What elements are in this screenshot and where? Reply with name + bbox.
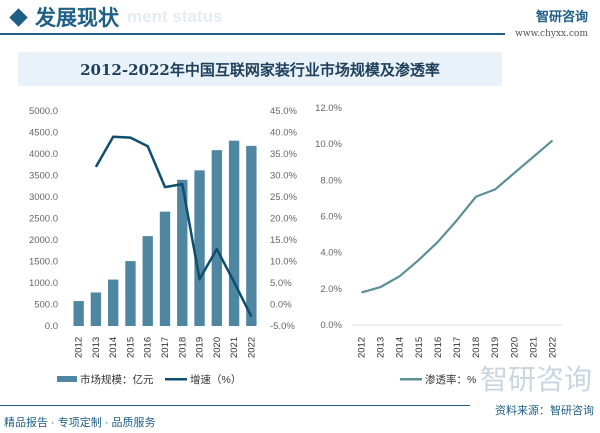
legend-label: 增速（%） xyxy=(190,373,241,386)
source-note: 资料来源：智研咨询 xyxy=(495,405,594,417)
left-axis-tick: 500.0 xyxy=(34,300,58,311)
left-axis-tick: 4000.0 xyxy=(29,149,58,160)
x-tick: 2013 xyxy=(91,337,102,358)
left-axis-tick: 2500.0 xyxy=(29,214,58,225)
legend-swatch-growth xyxy=(165,378,187,381)
right-chart-axis-tick: 4.0% xyxy=(320,248,342,259)
right-axis-tick: 35.0% xyxy=(270,149,297,160)
bar-market-size-2014 xyxy=(108,279,119,326)
x-tick: 2018 xyxy=(177,337,188,358)
bar-market-size-2016 xyxy=(142,236,153,326)
right-chart-axis-tick: 10.0% xyxy=(315,139,342,150)
x-tick: 2016 xyxy=(433,337,444,358)
x-tick: 2019 xyxy=(195,337,206,358)
left-axis-tick: 3000.0 xyxy=(29,192,58,203)
legend-label: 渗透率：% xyxy=(425,373,476,386)
x-tick: 2017 xyxy=(160,337,171,358)
bar-market-size-2019 xyxy=(194,170,205,326)
x-tick: 2020 xyxy=(509,337,520,358)
section-subtitle: ment status xyxy=(127,7,223,26)
chart-title-band: 2012-2022年中国互联网家装行业市场规模及渗透率 xyxy=(18,52,502,86)
right-axis-tick: -5.0% xyxy=(270,321,295,332)
penetration-rate-line xyxy=(361,139,554,294)
left-axis-tick: 1500.0 xyxy=(29,257,58,268)
right-axis-tick: 25.0% xyxy=(270,192,297,203)
right-axis-tick: 45.0% xyxy=(270,106,297,117)
right-axis-tick: 5.0% xyxy=(270,278,292,289)
right-chart-axis-tick: 12.0% xyxy=(315,103,342,114)
right-axis-tick: 30.0% xyxy=(270,171,297,182)
x-tick: 2012 xyxy=(357,337,368,358)
footer-divider xyxy=(0,405,470,406)
right-axis-tick: 10.0% xyxy=(270,257,297,268)
brand-name: 智研咨询 xyxy=(535,9,588,24)
brand-url: www.chyxx.com xyxy=(515,29,588,39)
chart-title: 2012-2022年中国互联网家装行业市场规模及渗透率 xyxy=(80,60,440,79)
x-tick: 2021 xyxy=(528,337,539,358)
bar-market-size-2021 xyxy=(228,140,240,326)
legend-swatch-penetration xyxy=(400,378,422,381)
left-axis-tick: 3500.0 xyxy=(29,171,58,182)
x-tick: 2017 xyxy=(452,337,463,358)
bar-market-size-2018 xyxy=(177,179,188,326)
growth-rate-line xyxy=(94,135,253,318)
left-axis-tick: 5000.0 xyxy=(29,106,58,117)
x-tick: 2021 xyxy=(229,337,240,358)
bar-market-size-2013 xyxy=(90,292,102,326)
left-axis-tick: 1000.0 xyxy=(29,278,58,289)
left-axis-tick: 2000.0 xyxy=(29,235,58,246)
x-tick: 2015 xyxy=(125,337,136,358)
x-tick: 2013 xyxy=(376,337,387,358)
footer-slogan: 精品报告 · 专项定制 · 品质服务 xyxy=(4,417,156,429)
x-tick: 2022 xyxy=(547,337,558,358)
x-tick: 2019 xyxy=(490,337,501,358)
x-tick: 2018 xyxy=(471,337,482,358)
right-chart-axis-tick: 8.0% xyxy=(320,175,342,186)
right-axis-tick: 20.0% xyxy=(270,214,297,225)
watermark: 智研咨询 xyxy=(480,364,593,395)
right-axis-tick: 0.0% xyxy=(270,300,292,311)
x-tick: 2020 xyxy=(212,337,223,358)
bar-market-size-2022 xyxy=(246,145,257,326)
x-tick: 2014 xyxy=(108,337,119,358)
x-tick: 2015 xyxy=(414,337,425,358)
right-chart-axis-tick: 6.0% xyxy=(320,212,342,223)
section-header: 发展现状 ment status xyxy=(6,2,222,32)
bar-market-size-2017 xyxy=(159,211,171,326)
x-tick: 2014 xyxy=(395,337,406,358)
legend-swatch-market-size xyxy=(57,376,77,382)
section-title: 发展现状 xyxy=(35,5,119,30)
right-chart-axis-tick: 2.0% xyxy=(320,284,342,295)
legend-label: 市场规模：亿元 xyxy=(80,373,154,386)
x-tick: 2016 xyxy=(143,337,154,358)
right-axis-tick: 15.0% xyxy=(270,235,297,246)
header-divider xyxy=(0,33,505,35)
bar-market-size-2012 xyxy=(73,301,84,326)
left-axis-tick: 4500.0 xyxy=(29,128,58,139)
x-tick: 2022 xyxy=(246,337,257,358)
bar-market-size-2020 xyxy=(211,150,222,326)
right-chart-axis-tick: 0.0% xyxy=(320,320,342,331)
bar-market-size-2015 xyxy=(125,261,136,326)
right-axis-tick: 40.0% xyxy=(270,128,297,139)
left-axis-tick: 0.0 xyxy=(45,321,58,332)
brand-logo: 智研咨询 www.chyxx.com xyxy=(515,6,588,39)
x-tick: 2012 xyxy=(74,337,85,358)
